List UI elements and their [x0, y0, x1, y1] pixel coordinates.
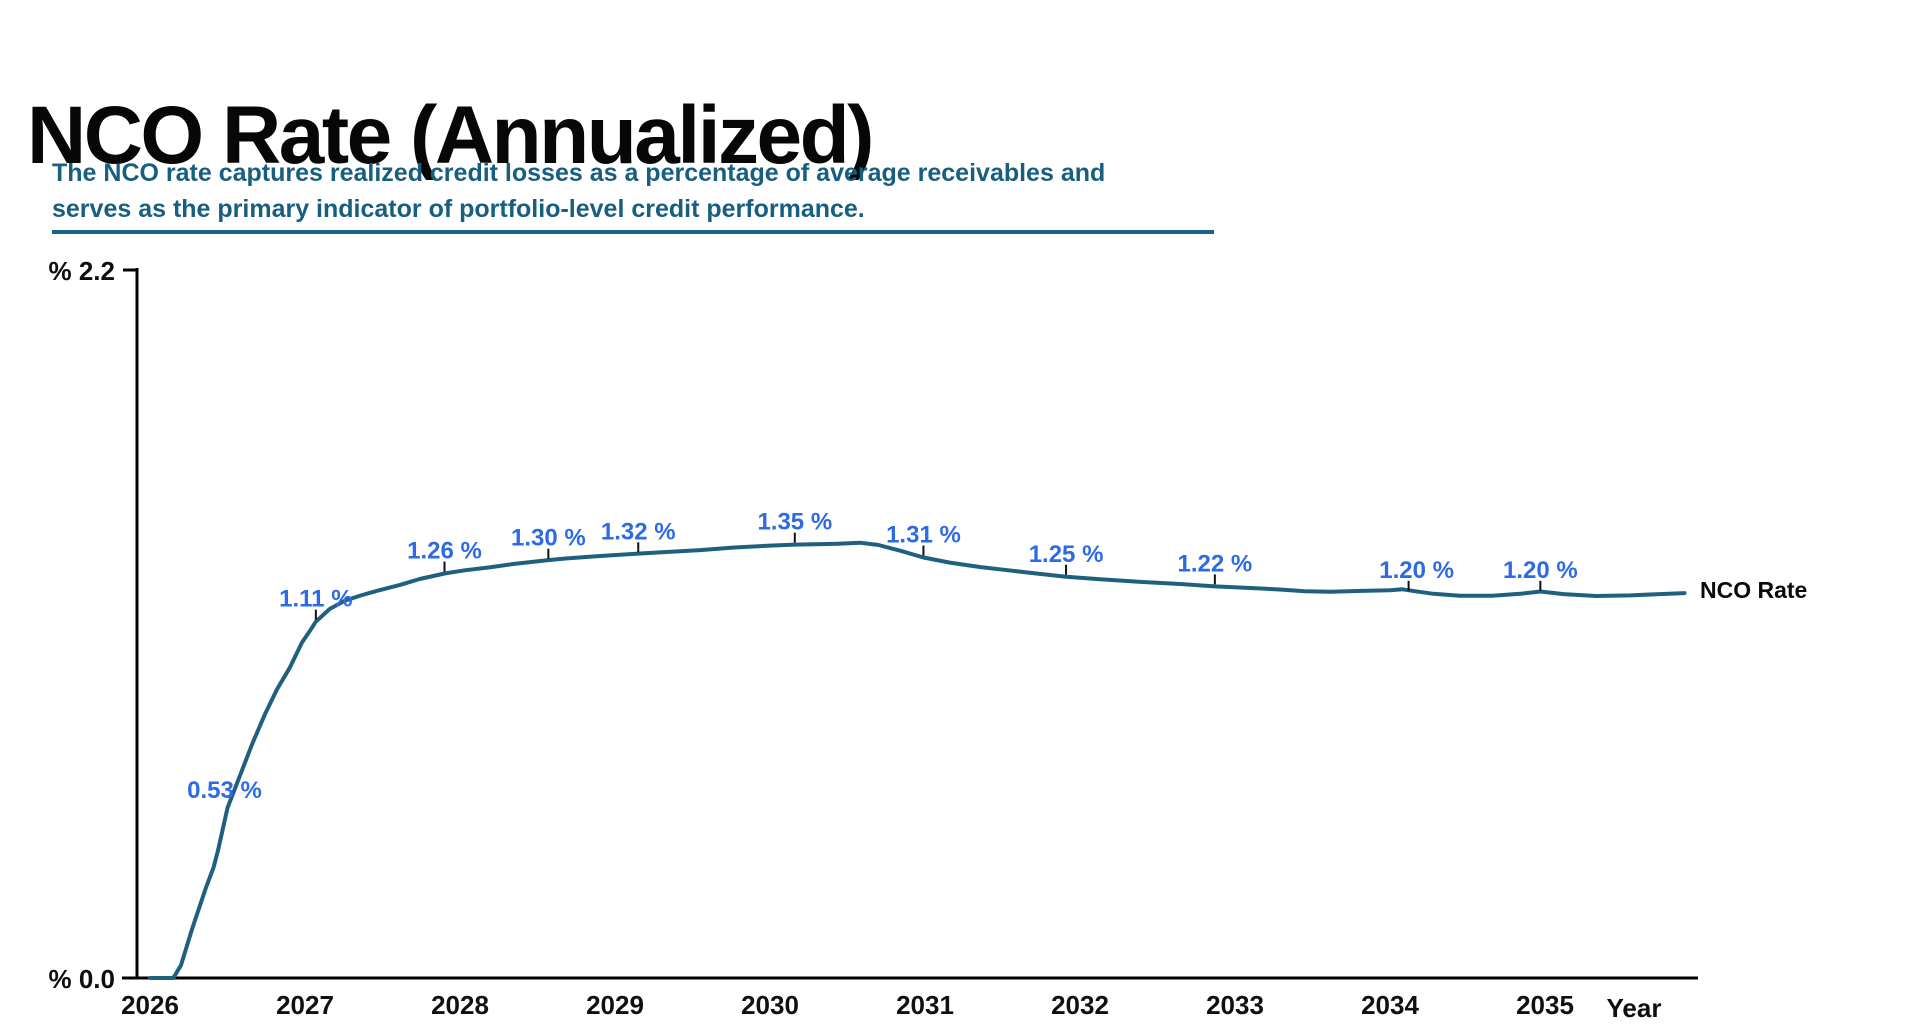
x-tick-label-2028: 2028 [431, 990, 489, 1020]
data-label-5: 1.35 % [757, 509, 832, 536]
data-label-9: 1.20 % [1379, 557, 1454, 584]
nco-rate-line [148, 540, 1687, 980]
x-tick-label-2035: 2035 [1516, 990, 1574, 1020]
x-axis-title: Year [1607, 993, 1662, 1023]
y-axis-label-bottom: % 0.0 [49, 964, 116, 994]
x-tick-label-2027: 2027 [276, 990, 334, 1020]
data-label-1: 1.11 % [279, 586, 352, 613]
data-label-0: 0.53 % [187, 777, 262, 804]
x-tick-label-2032: 2032 [1051, 990, 1109, 1020]
data-label-8: 1.22 % [1177, 550, 1252, 577]
x-tick-label-2033: 2033 [1206, 990, 1264, 1020]
subtitle-line-2: serves as the primary indicator of portf… [52, 194, 865, 223]
page-title: NCO Rate (Annualized) [27, 89, 874, 181]
data-label-2: 1.26 % [407, 538, 482, 565]
x-tick-label-2030: 2030 [741, 990, 799, 1020]
subtitle-line-1: The NCO rate captures realized credit lo… [52, 159, 1106, 187]
data-label-3: 1.30 % [511, 525, 586, 552]
data-label-4: 1.32 % [601, 518, 676, 545]
series-label-nco-rate: NCO Rate [1700, 577, 1807, 603]
x-tick-label-2029: 2029 [586, 990, 644, 1020]
x-tick-label-2026: 2026 [121, 990, 179, 1020]
data-label-10: 1.20 % [1503, 557, 1578, 584]
chart-subtitle: The NCO rate captures realized credit lo… [52, 156, 1214, 234]
data-label-7: 1.25 % [1029, 541, 1104, 568]
x-tick-label-2034: 2034 [1361, 990, 1419, 1020]
x-tick-label-2031: 2031 [896, 990, 954, 1020]
data-label-6: 1.31 % [886, 521, 961, 548]
y-axis-label-top: % 2.2 [49, 256, 116, 286]
